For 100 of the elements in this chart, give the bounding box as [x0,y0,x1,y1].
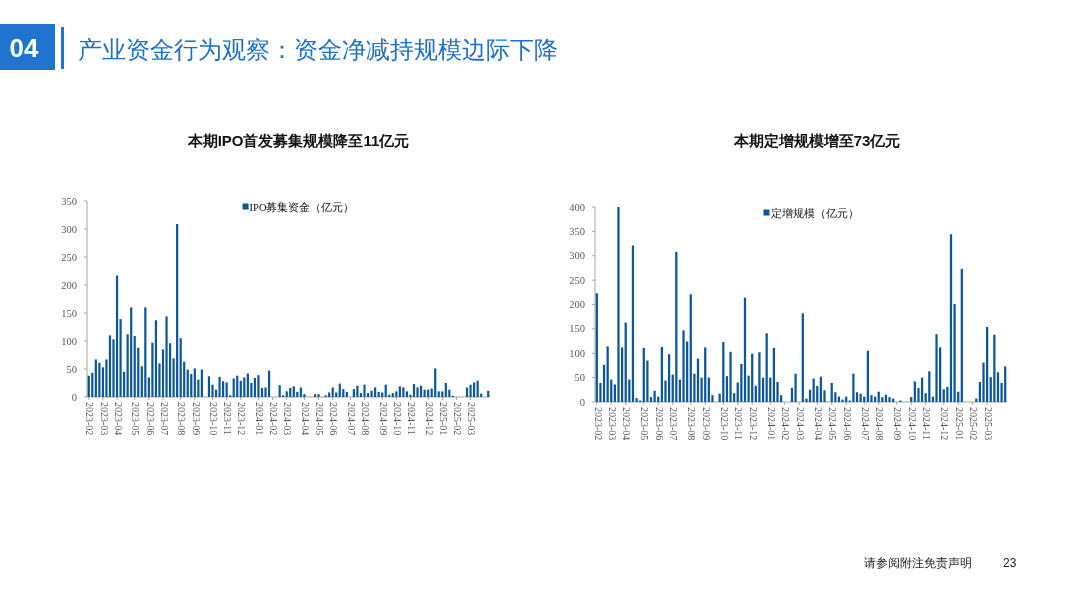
x-tick-label: 2025-02 [968,407,980,441]
bar [154,320,158,397]
x-tick-label: 2023-10 [208,402,220,436]
bar [200,369,203,397]
bar [398,386,401,397]
bar [225,382,228,397]
y-tick-label: 150 [61,307,77,319]
bar [313,394,317,397]
bar [331,387,334,397]
x-tick-label: 2023-12 [236,402,248,436]
x-tick-label: 2023-08 [176,402,188,436]
bar [299,387,302,397]
y-tick-label: 400 [569,201,585,213]
text: 04 [9,33,39,63]
x-tick-label: 2024-12 [939,407,951,441]
y-tick-label: 150 [569,323,585,335]
x-tick-label: 2023-08 [686,407,698,441]
bar [444,383,447,397]
x-tick-label: 2024-09 [892,407,904,441]
x-tick-label: 2023-11 [733,407,745,440]
bar [356,385,359,397]
bar [278,385,281,397]
bar [257,375,260,397]
x-tick-label: 2024-11 [406,402,418,435]
x-tick-label: 2025-02 [452,402,464,436]
x-tick-label: 2024-01 [765,407,777,441]
bar [186,369,189,397]
bar [942,389,945,402]
bar [704,347,707,402]
x-tick-label: 2024-06 [328,402,340,436]
bar [437,391,440,397]
x-tick-label: 2024-10 [906,407,918,441]
x-tick-label: 2024-07 [346,402,358,436]
bar [222,381,225,397]
x-tick-label: 2024-02 [268,402,280,436]
x-tick-label: 2024-05 [314,402,326,436]
bar [267,370,271,397]
y-tick-label: 300 [569,250,585,262]
bar [689,294,692,402]
bar [179,338,182,397]
x-tick-label: 2025-03 [466,402,478,436]
x-tick-label: 2023-04 [621,407,633,441]
x-tick-label: 2024-04 [812,407,824,441]
x-tick-label: 2023-09 [190,402,202,436]
x-tick-label: 2023-12 [747,407,759,441]
y-tick-label: 350 [61,195,77,207]
text: 23 [1003,556,1017,570]
text: 产业资金行为观察：资金净减持规模边际下降 [78,36,558,63]
x-tick-label: 2024-04 [300,402,312,436]
chart-title: 本期IPO首发募集规模降至11亿元 [186,132,410,149]
bar [416,387,419,397]
bar [292,386,295,397]
x-tick-label: 2023-11 [222,402,234,435]
bar [151,342,154,397]
bar [722,342,725,402]
bar [794,373,797,402]
bar [144,307,147,397]
x-tick-label: 2024-12 [423,402,435,436]
y-tick-label: 200 [569,299,585,310]
bar [1004,366,1007,402]
y-tick-label: 100 [569,347,585,359]
bar [130,307,133,397]
y-tick-label: 200 [61,279,77,291]
bar [91,372,94,397]
y-tick-label: 100 [61,335,77,347]
x-tick-label: 2024-08 [874,407,886,441]
bar [289,388,292,397]
bar [852,373,855,402]
x-tick-label: 2023-06 [653,407,665,441]
bar [115,275,119,397]
bar [996,372,1000,402]
bar [667,354,671,402]
bar [841,399,844,402]
x-tick-label: 2024-05 [827,407,839,441]
bar [910,397,913,402]
text: 请参阅附注免责声明 [864,556,972,570]
x-tick-label: 2024-02 [780,407,792,441]
bar [165,316,168,397]
x-tick-label: 2023-07 [158,402,170,436]
bar [317,394,320,397]
bar [469,384,472,397]
bar [370,390,373,397]
y-tick-label: 50 [574,372,585,384]
x-tick-label: 2023-09 [700,407,712,441]
bar [246,373,249,397]
bar [176,223,179,397]
y-tick-label: 0 [71,391,77,403]
bar [729,351,732,402]
bar [465,387,469,397]
x-tick-label: 2024-07 [859,407,871,441]
bar [405,391,409,397]
bar [363,384,366,397]
x-tick-label: 2023-02 [84,402,96,436]
x-tick-label: 2025-01 [953,407,965,441]
x-tick-label: 2023-02 [592,407,604,441]
bar [243,377,246,397]
x-tick-label: 2024-11 [921,407,933,440]
bar [617,207,620,402]
x-tick-label: 2024-06 [841,407,853,441]
bar [374,387,377,397]
